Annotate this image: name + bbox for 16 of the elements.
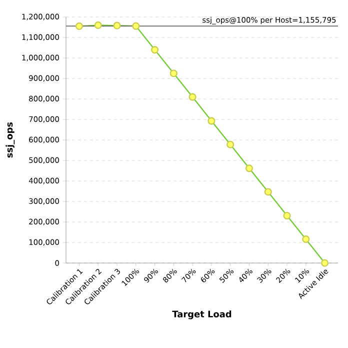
- y-axis-title: ssj_ops: [6, 122, 15, 158]
- point: [302, 235, 310, 244]
- point: [320, 259, 329, 267]
- x-axis-title: Target Load: [172, 310, 232, 320]
- point: [264, 188, 272, 196]
- point: [226, 140, 234, 148]
- point: [132, 22, 140, 30]
- point: [170, 70, 178, 78]
- point: [75, 22, 84, 30]
- point: [208, 117, 216, 125]
- point: [245, 164, 254, 172]
- point: [113, 22, 121, 30]
- point: [283, 212, 291, 220]
- point: [150, 46, 159, 54]
- point: [94, 21, 102, 29]
- point: [188, 93, 196, 101]
